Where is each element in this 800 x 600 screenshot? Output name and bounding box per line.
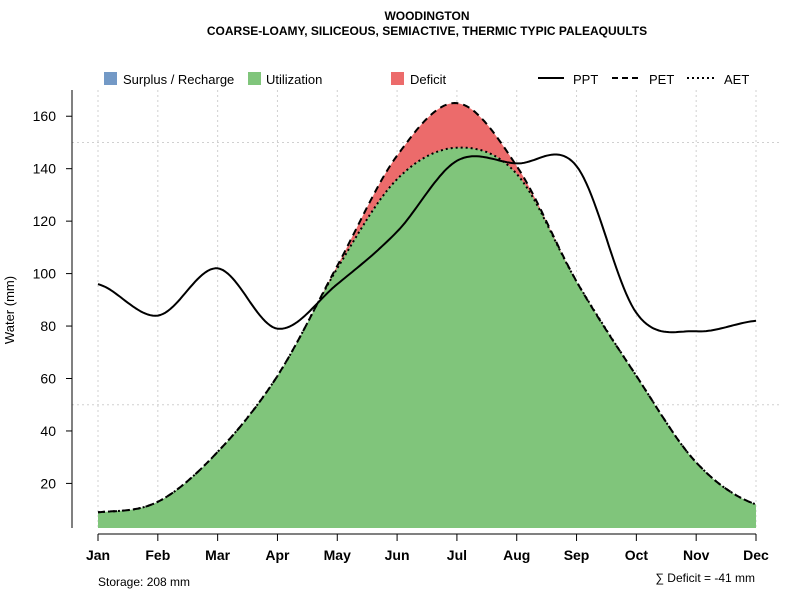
legend-utilization-label: Utilization [266, 72, 322, 87]
y-tick-label-60: 60 [40, 371, 56, 387]
legend-utilization-swatch [248, 72, 261, 85]
x-tick-label-feb: Feb [145, 547, 170, 563]
utilization-area [98, 147, 756, 528]
y-tick-label-140: 140 [33, 161, 57, 177]
x-tick-label-jul: Jul [447, 547, 467, 563]
y-tick-label-100: 100 [33, 266, 57, 282]
legend-deficit-label: Deficit [410, 72, 447, 87]
storage-note: Storage: 208 mm [98, 575, 190, 589]
legend-surplus-swatch [104, 72, 117, 85]
legend-ppt-label: PPT [573, 72, 598, 87]
series-lines [97, 102, 757, 514]
x-tick-label-dec: Dec [743, 547, 769, 563]
y-tick-label-40: 40 [40, 423, 56, 439]
deficit-note: ∑ Deficit = -41 mm [655, 571, 755, 585]
legend: Surplus / Recharge Utilization Deficit P… [104, 72, 749, 87]
x-tick-label-aug: Aug [503, 547, 530, 563]
legend-deficit-swatch [391, 72, 404, 85]
y-tick-label-80: 80 [40, 318, 56, 334]
aet-line [97, 146, 757, 514]
y-axis-title: Water (mm) [2, 276, 17, 344]
x-tick-label-mar: Mar [205, 547, 230, 563]
ppt-line [97, 153, 757, 334]
axes: 20 40 60 80 100 120 140 160 Jan Feb Mar Apr May Jun Ju… [33, 90, 769, 563]
chart-subtitle: COARSE-LOAMY, SILICEOUS, SEMIACTIVE, THE… [207, 24, 647, 38]
x-tick-label-nov: Nov [683, 547, 710, 563]
y-tick-label-20: 20 [40, 475, 56, 491]
x-tick-label-apr: Apr [265, 547, 290, 563]
x-tick-label-sep: Sep [564, 547, 590, 563]
y-tick-label-120: 120 [33, 213, 57, 229]
legend-aet-label: AET [724, 72, 749, 87]
y-tick-label-160: 160 [33, 108, 57, 124]
legend-surplus-label: Surplus / Recharge [123, 72, 234, 87]
legend-pet-label: PET [649, 72, 674, 87]
x-tick-label-jun: Jun [385, 547, 410, 563]
chart-title: WOODINGTON [384, 9, 469, 23]
x-tick-label-may: May [324, 547, 351, 563]
x-tick-label-jan: Jan [86, 547, 110, 563]
x-tick-label-oct: Oct [625, 547, 649, 563]
plot-areas [98, 103, 756, 528]
